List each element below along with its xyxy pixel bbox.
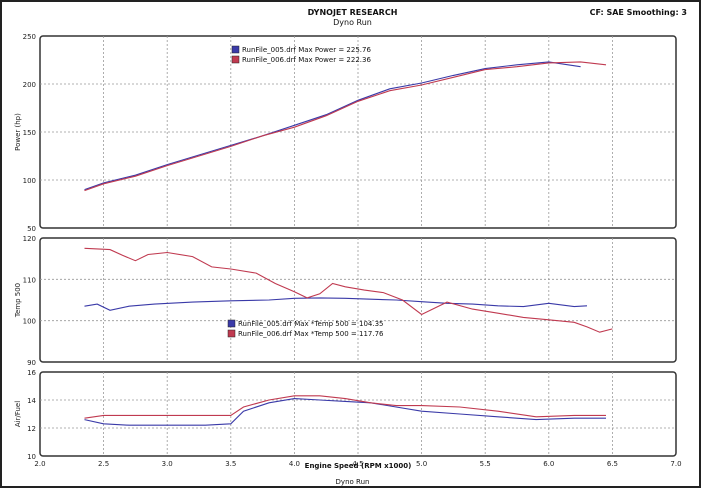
panel-1-ytick-label: 90: [27, 359, 36, 367]
panel-1-legend-entry-2: RunFile_006.drf Max *Temp 500 = 117.76: [238, 330, 384, 338]
xtick-label: 4.5: [352, 460, 363, 468]
x-axis-label: Engine Speed (RPM x1000): [305, 462, 412, 470]
panel-2-series-2-line: [84, 395, 606, 419]
panel-0-ytick-label: 100: [23, 177, 36, 185]
panel-0-ytick-label: 50: [27, 225, 36, 233]
xtick-label: 5.0: [416, 460, 427, 468]
xtick-label: 3.5: [225, 460, 236, 468]
panel-0-series-2-line: [84, 61, 607, 192]
panel-2-ytick-label: 14: [27, 397, 36, 405]
panel-1-ytick-label: 100: [23, 318, 36, 326]
xtick-label: 6.5: [607, 460, 618, 468]
panel-0-legend-swatch-2: [231, 55, 240, 64]
panel-0-ytick-label: 200: [23, 81, 36, 89]
panel-1-legend-entry-1: RunFile_005.drf Max *Temp 500 = 104.35: [238, 320, 383, 328]
panel-1-legend-swatch-2: [227, 329, 236, 338]
panel-2-ytick-label: 16: [27, 369, 36, 377]
panel-2-ylabel: Air/Fuel: [14, 401, 22, 427]
xtick-label: 5.5: [480, 460, 491, 468]
panel-0-legend-entry-2: RunFile_006.drf Max Power = 222.36: [242, 56, 371, 64]
panel-0-legend-entry-1: RunFile_005.drf Max Power = 225.76: [242, 46, 371, 54]
xtick-label: 6.0: [543, 460, 554, 468]
panel-0-ytick-label: 150: [23, 129, 36, 137]
correction-smoothing-label: CF: SAE Smoothing: 3: [589, 8, 687, 17]
panel-2-series-1-line: [84, 398, 606, 426]
panel-0-series-1-line: [84, 61, 581, 191]
panel-1-legend-swatch-1: [227, 319, 236, 328]
report-title: DYNOJET RESEARCH: [307, 8, 398, 17]
xtick-label: 3.0: [162, 460, 173, 468]
panel-2-ytick-label: 10: [27, 453, 36, 461]
panel-0-legend-swatch-1: [231, 45, 240, 54]
report-footer: Dyno Run: [335, 478, 370, 486]
report-subtitle: Dyno Run: [333, 18, 372, 27]
panel-0-ylabel: Power (hp): [14, 113, 22, 151]
panel-1-ylabel: Temp 500: [14, 283, 22, 318]
xtick-label: 2.0: [34, 460, 45, 468]
panel-1-series-2-line: [84, 247, 613, 333]
xtick-label: 2.5: [98, 460, 109, 468]
panel-0-ytick-label: 250: [23, 33, 36, 41]
panel-1-ytick-label: 120: [23, 235, 36, 243]
panel-2-ytick-label: 12: [27, 425, 36, 433]
xtick-label: 7.0: [670, 460, 681, 468]
panel-1-ytick-label: 110: [23, 276, 36, 284]
panel-1-series-1-line: [84, 297, 588, 311]
xtick-label: 4.0: [289, 460, 300, 468]
